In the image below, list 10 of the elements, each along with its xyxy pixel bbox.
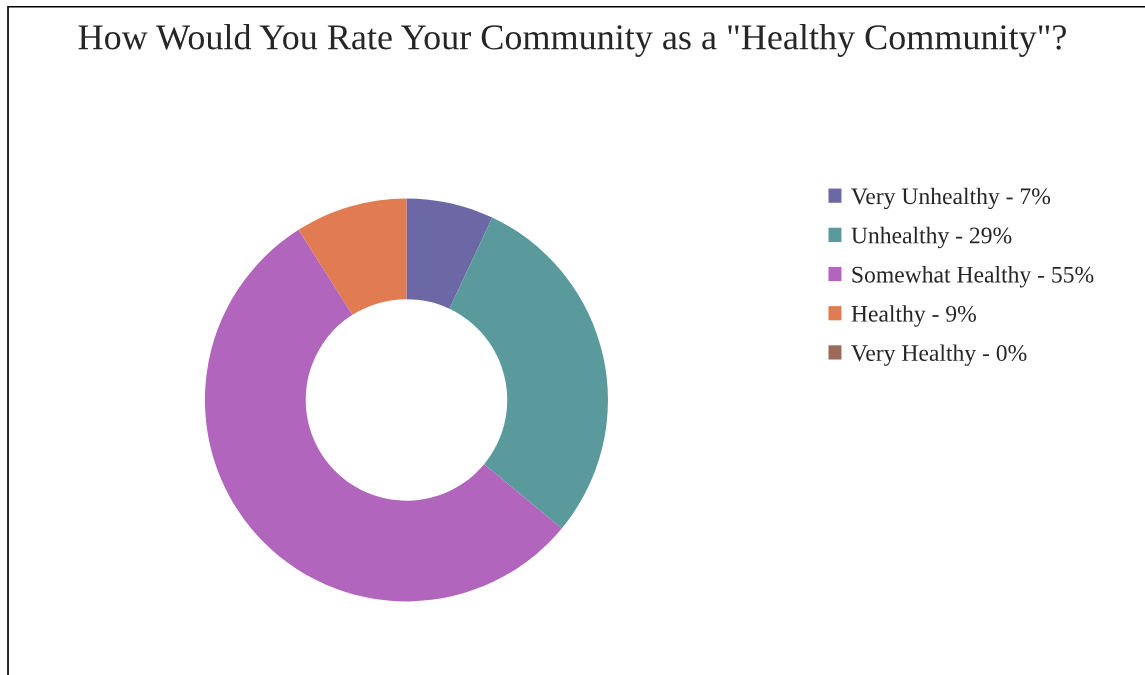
chart-title: How Would You Rate Your Community as a "Healthy Community"? — [78, 24, 1066, 57]
legend-label: Very Healthy - 0% — [851, 344, 1027, 366]
donut-slice — [298, 198, 407, 315]
donut-slice — [406, 198, 493, 309]
legend-label: Somewhat Healthy - 55% — [852, 266, 1094, 288]
legend-label: Unhealthy - 29% — [851, 226, 1012, 249]
legend-label: Very Unhealthy - 7% — [851, 187, 1051, 210]
donut-slice — [449, 217, 608, 529]
legend-label: Healthy - 9% — [851, 305, 976, 327]
donut-slice — [204, 229, 562, 602]
